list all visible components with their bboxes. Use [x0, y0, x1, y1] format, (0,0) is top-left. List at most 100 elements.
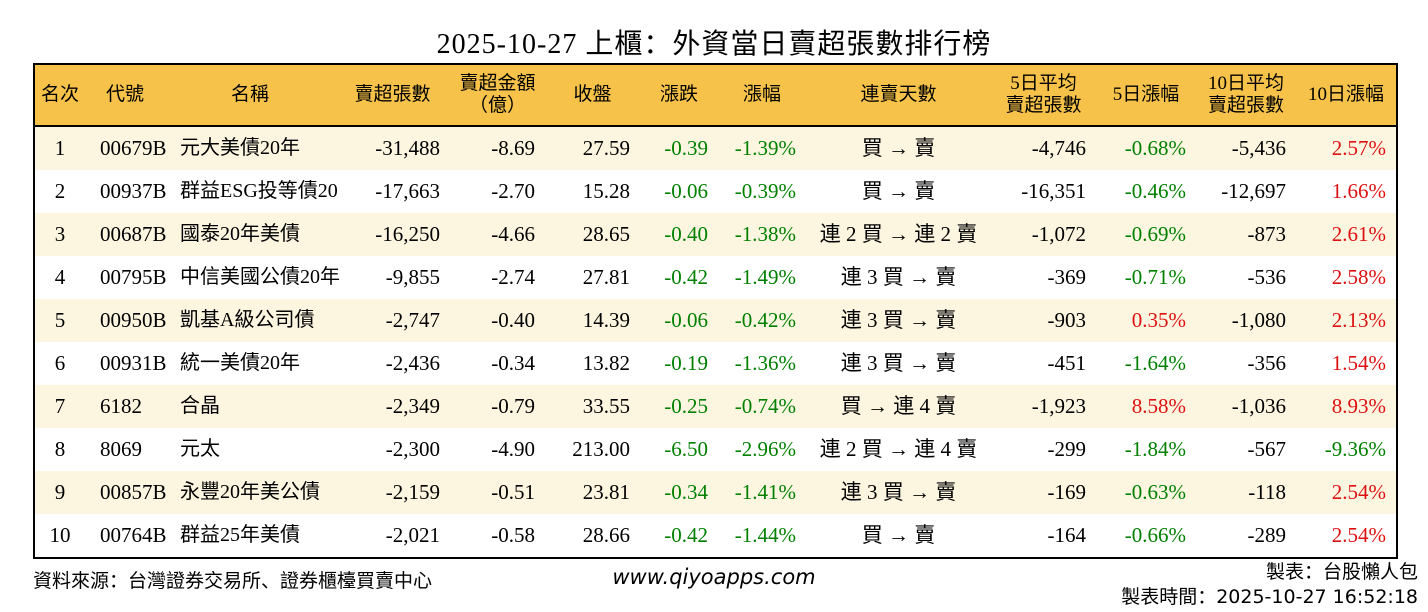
- cell-pct10: 2.54%: [1331, 523, 1386, 547]
- cell-streak: 連 2 買 → 連 2 賣: [819, 222, 978, 246]
- cell-change: -0.06: [664, 308, 708, 332]
- cell-streak: 連 3 買 → 賣: [840, 351, 957, 375]
- cell-rank: 1: [54, 136, 66, 160]
- cell-sell-volume: -17,663: [375, 179, 440, 203]
- cell-change-pct: -0.39%: [734, 179, 796, 203]
- cell-change-pct: -1.39%: [734, 136, 796, 160]
- cell-sell-volume: -9,855: [385, 265, 440, 289]
- cell-avg5: -1,923: [1031, 394, 1086, 418]
- cell-close: 28.66: [582, 523, 630, 547]
- cell-code: 00950B: [100, 308, 167, 332]
- cell-change: -0.42: [664, 523, 708, 547]
- cell-change-pct: -1.36%: [734, 351, 796, 375]
- cell-close: 27.81: [582, 265, 630, 289]
- cell-sell-amount: -2.74: [491, 265, 535, 289]
- cell-rank: 6: [54, 351, 66, 375]
- cell-code: 00679B: [100, 136, 167, 160]
- cell-close: 15.28: [582, 179, 630, 203]
- cell-streak: 買 → 連 4 賣: [840, 394, 957, 418]
- cell-avg5: -903: [1047, 308, 1087, 332]
- cell-pct5: -0.66%: [1124, 523, 1186, 547]
- cell-change: -6.50: [664, 437, 708, 461]
- cell-name: 凱基A級公司債: [180, 309, 315, 331]
- cell-avg10: -536: [1247, 265, 1287, 289]
- column-header-sell-amount: 賣超金額 （億）: [459, 72, 536, 116]
- cell-rank: 2: [54, 179, 66, 203]
- cell-pct10: 2.13%: [1331, 308, 1386, 332]
- cell-change-pct: -1.49%: [734, 265, 796, 289]
- cell-avg10: -1,080: [1231, 308, 1286, 332]
- cell-change-pct: -1.41%: [734, 480, 796, 504]
- column-header-change: 漲跌: [659, 83, 698, 105]
- cell-sell-volume: -31,488: [375, 136, 440, 160]
- ranking-table: 名次 代號 名稱 賣超張數 賣超金額 （億） 收盤 漲跌 漲幅 連賣天數 5日平均 賣超張數 5日漲…: [33, 63, 1398, 559]
- cell-pct10: 2.58%: [1331, 265, 1386, 289]
- table-row: 7 6182 合晶 -2,349 -0.79 33.55 -0.25 -0.74% 買 → 連 …: [35, 385, 1396, 428]
- cell-avg10: -356: [1247, 351, 1287, 375]
- cell-rank: 3: [54, 222, 66, 246]
- table-row: 5 00950B 凱基A級公司債 -2,747 -0.40 14.39 -0.06 -0.42…: [35, 299, 1396, 342]
- cell-code: 00857B: [100, 480, 167, 504]
- cell-avg10: -12,697: [1221, 179, 1286, 203]
- table-row: 2 00937B 群益ESG投等債20 -17,663 -2.70 15.28 -0.06 -…: [35, 170, 1396, 213]
- cell-pct10: 2.61%: [1331, 222, 1386, 246]
- cell-close: 213.00: [572, 437, 630, 461]
- cell-close: 33.55: [582, 394, 630, 418]
- column-header-avg5: 5日平均 賣超張數: [1005, 72, 1082, 116]
- cell-avg5: -1,072: [1031, 222, 1086, 246]
- table-row: 4 00795B 中信美國公債20年 -9,855 -2.74 27.81 -0.42 -1.…: [35, 256, 1396, 299]
- cell-sell-amount: -0.79: [491, 394, 535, 418]
- cell-code: 00687B: [100, 222, 167, 246]
- cell-pct5: -0.71%: [1124, 265, 1186, 289]
- cell-sell-volume: -2,159: [385, 480, 440, 504]
- cell-sell-volume: -2,300: [385, 437, 440, 461]
- column-header-pct10: 10日漲幅: [1307, 83, 1384, 105]
- cell-change: -0.39: [664, 136, 708, 160]
- cell-streak: 買 → 賣: [861, 136, 936, 160]
- cell-sell-amount: -4.90: [491, 437, 535, 461]
- cell-code: 00937B: [100, 179, 167, 203]
- column-header-sell-volume: 賣超張數: [354, 83, 431, 105]
- cell-sell-volume: -2,436: [385, 351, 440, 375]
- cell-close: 27.59: [582, 136, 630, 160]
- cell-close: 23.81: [582, 480, 630, 504]
- cell-streak: 買 → 賣: [861, 179, 936, 203]
- cell-rank: 8: [54, 437, 66, 461]
- cell-code: 00931B: [100, 351, 167, 375]
- cell-streak: 連 3 買 → 賣: [840, 308, 957, 332]
- column-header-rank: 名次: [40, 83, 79, 105]
- column-header-close: 收盤: [573, 83, 612, 105]
- cell-pct5: 0.35%: [1131, 308, 1186, 332]
- cell-pct10: -9.36%: [1324, 437, 1386, 461]
- cell-pct10: 1.54%: [1331, 351, 1386, 375]
- cell-rank: 4: [54, 265, 66, 289]
- report-maker: 製表：台股懶人包: [1265, 562, 1418, 583]
- cell-change-pct: -0.42%: [734, 308, 796, 332]
- cell-name: 永豐20年美公債: [180, 481, 320, 503]
- cell-close: 14.39: [582, 308, 630, 332]
- cell-sell-amount: -0.40: [491, 308, 535, 332]
- cell-name: 元大美債20年: [180, 137, 300, 159]
- cell-code: 6182: [100, 394, 142, 418]
- table-body: 1 00679B 元大美債20年 -31,488 -8.69 27.59 -0.39 -1.3…: [35, 127, 1396, 557]
- cell-sell-amount: -2.70: [491, 179, 535, 203]
- cell-change: -0.40: [664, 222, 708, 246]
- cell-avg10: -1,036: [1231, 394, 1286, 418]
- cell-streak: 買 → 賣: [861, 523, 936, 547]
- cell-streak: 連 2 買 → 連 4 賣: [819, 437, 978, 461]
- cell-change: -0.06: [664, 179, 708, 203]
- cell-change: -0.34: [664, 480, 708, 504]
- cell-pct5: -1.84%: [1124, 437, 1186, 461]
- cell-pct10: 8.93%: [1331, 394, 1386, 418]
- table-row: 10 00764B 群益25年美債 -2,021 -0.58 28.66 -0.42 -1.4…: [35, 514, 1396, 557]
- cell-name: 合晶: [180, 395, 220, 417]
- cell-sell-amount: -0.34: [491, 351, 535, 375]
- column-header-change-pct: 漲幅: [742, 83, 781, 105]
- cell-avg5: -369: [1047, 265, 1087, 289]
- cell-sell-volume: -2,747: [385, 308, 440, 332]
- cell-avg10: -5,436: [1231, 136, 1286, 160]
- cell-avg5: -451: [1047, 351, 1087, 375]
- cell-sell-volume: -16,250: [375, 222, 440, 246]
- cell-sell-volume: -2,349: [385, 394, 440, 418]
- report-timestamp-value: 2025-10-27 16:52:18: [1216, 586, 1418, 608]
